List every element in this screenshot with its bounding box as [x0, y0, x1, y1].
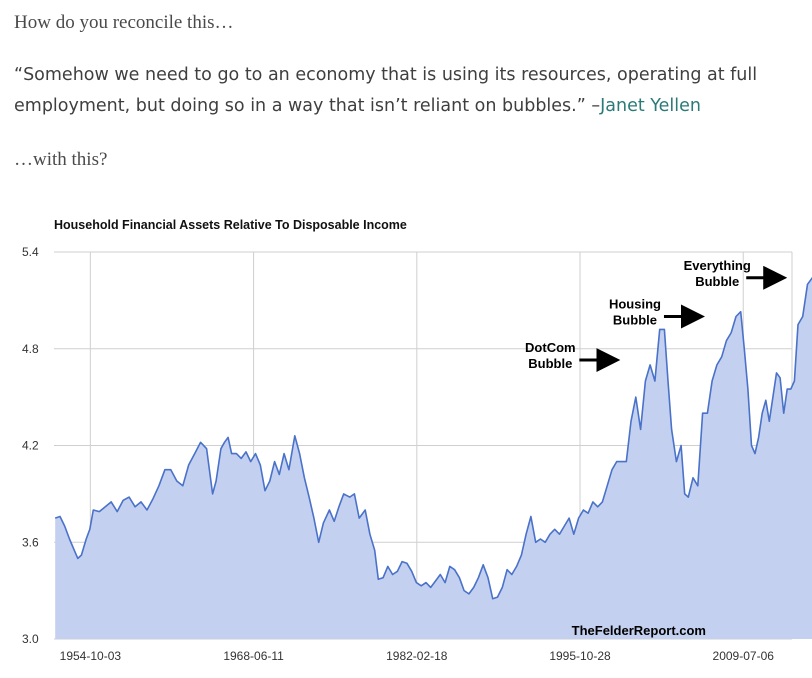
annotation-label: Bubble — [613, 313, 657, 328]
y-tick-label: 4.2 — [22, 439, 39, 453]
series-area — [55, 278, 812, 639]
series-line — [54, 276, 812, 600]
watermark-text: TheFelderReport.com — [572, 623, 706, 638]
y-tick-label: 3.6 — [22, 535, 39, 549]
y-tick-label: 4.8 — [22, 342, 39, 356]
x-tick-label: 1954-10-03 — [60, 649, 122, 663]
quote-author-link[interactable]: Janet Yellen — [600, 96, 702, 116]
x-tick-label: 1968-06-11 — [223, 649, 284, 663]
annotation-label: DotCom — [525, 340, 576, 355]
annotation-label: Bubble — [695, 274, 739, 289]
annotation-label: Housing — [609, 297, 661, 312]
quote-text: “Somehow we need to go to an economy tha… — [14, 65, 758, 116]
x-tick-label: 1982-02-18 — [386, 649, 448, 663]
y-tick-label: 5.4 — [22, 245, 39, 259]
annotation-label: Everything — [684, 258, 751, 273]
y-tick-label: 3.0 — [22, 632, 39, 646]
outro-text: …with this? — [14, 149, 108, 170]
intro-text: How do you reconcile this… — [14, 12, 234, 33]
annotation-label: Bubble — [528, 356, 572, 371]
financial-assets-chart: Household Financial Assets Relative To D… — [22, 218, 812, 663]
x-tick-label: 2009-07-06 — [713, 649, 775, 663]
x-tick-label: 1995-10-28 — [549, 649, 611, 663]
yellen-quote: “Somehow we need to go to an economy tha… — [14, 60, 804, 122]
chart-title: Household Financial Assets Relative To D… — [54, 218, 407, 232]
